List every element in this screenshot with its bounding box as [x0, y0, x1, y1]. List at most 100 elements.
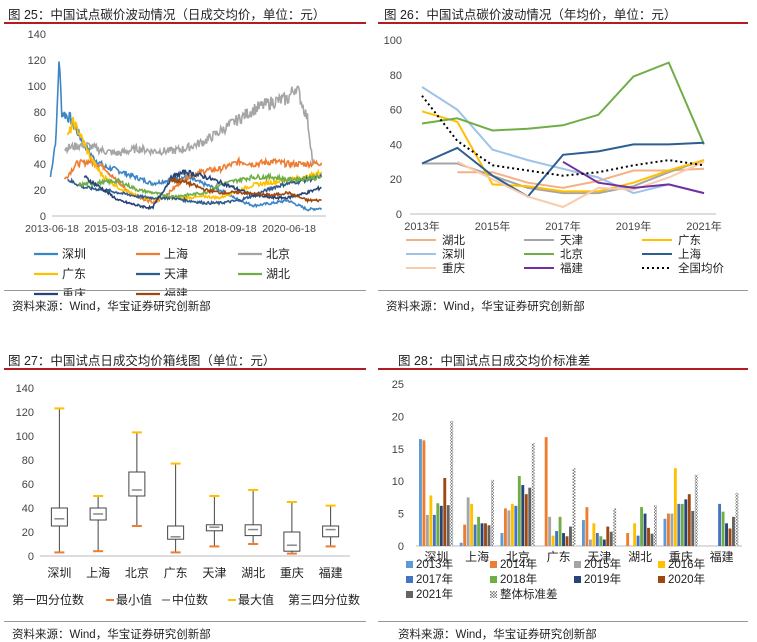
- bar-2020年: [524, 494, 528, 546]
- legend-swatch-2017年: [406, 576, 413, 583]
- legend-swatch-2015年: [574, 561, 581, 568]
- bar-整体标准差: [654, 505, 657, 546]
- title-rule: [378, 368, 748, 370]
- x-tick-label: 广东: [164, 566, 188, 580]
- footer-rule: [378, 621, 748, 622]
- bar-2021年: [650, 533, 654, 546]
- bar-2017年: [432, 514, 436, 546]
- bar-整体标准差: [694, 474, 698, 546]
- chart-25: 0 20 40 60 80 100 120 140 2013-06-18 2015-03-18 20…: [25, 29, 326, 296]
- x-tick-label: 湖北: [628, 549, 652, 564]
- legend-label: 2017年: [416, 572, 453, 586]
- y-tick-label: 40: [390, 139, 402, 151]
- y-tick-label: 25: [392, 379, 404, 391]
- panel-chart-26: 图 26：中国试点碳价波动情况（年均价，单位：元） 0 20 40 60 80 100 20…: [376, 0, 757, 320]
- box-body: [50, 507, 68, 527]
- footer-rule: [378, 290, 748, 291]
- bar-2016年: [510, 503, 514, 546]
- series-line-广东: [421, 110, 705, 193]
- y-tick-label: 100: [28, 81, 46, 93]
- bar-2019年: [562, 533, 565, 546]
- series-line-上海: [63, 155, 323, 205]
- y-tick-label: 5: [398, 509, 404, 521]
- chart-26-source: 资料来源：Wind，华宝证券研究创新部: [386, 301, 585, 313]
- bar-2015年: [466, 497, 470, 546]
- bar-2017年: [514, 505, 518, 546]
- bar-2015年: [548, 516, 552, 546]
- y-tick-label: 20: [392, 411, 404, 423]
- y-tick-label: 100: [384, 35, 402, 47]
- bar-2016年: [673, 468, 677, 546]
- box-body: [128, 471, 146, 497]
- x-tick-label: 深圳: [47, 566, 71, 580]
- x-tick-label: 2016-12-18: [144, 223, 198, 235]
- bar-2015年: [588, 539, 592, 546]
- y-tick-label: 20: [22, 527, 34, 539]
- bar-2019年: [725, 523, 728, 546]
- legend-label: 第三四分位数: [288, 592, 360, 607]
- x-tick-label: 2018-09-18: [203, 223, 257, 235]
- bar-2014年: [544, 437, 548, 546]
- bar-2013年: [663, 518, 667, 546]
- bar-2020年: [687, 494, 691, 546]
- panel-chart-27: 图 27：中国试点日成交均价箱线图（单位：元） 0 20 40 60 80 100 120 1…: [0, 346, 370, 642]
- legend-label: 广东: [678, 234, 701, 247]
- series-line-深圳: [421, 86, 705, 195]
- legend-label: 天津: [560, 234, 583, 247]
- legend-label: 福建: [560, 261, 583, 275]
- bar-2019年: [521, 485, 525, 546]
- y-tick-label: 140: [28, 29, 46, 41]
- bar-2013年: [419, 439, 422, 546]
- bar-2017年: [677, 503, 681, 546]
- bar-2020年: [565, 536, 569, 546]
- y-tick-label: 0: [28, 551, 34, 563]
- chart-28: 0 5 10 15 20 25 深圳 上海 北京 广东 天津 湖北 重庆 福建 2013年 2014年 2015…: [392, 379, 742, 601]
- y-tick-label: 40: [34, 159, 46, 171]
- chart-27-source: 资料来源：Wind，华宝证券研究创新部: [12, 629, 211, 641]
- chart-27: 0 20 40 60 80 100 120 140 深圳 上海 北京 广东 天津 湖北 重庆 福建第一四分位数…: [12, 383, 360, 607]
- x-tick-label: 天津: [202, 566, 226, 580]
- bar-2017年: [636, 535, 640, 546]
- series-line-全国均价: [421, 95, 705, 177]
- bar-2014年: [626, 533, 630, 546]
- bar-整体标准差: [613, 508, 617, 546]
- x-tick-label: 2013年: [404, 219, 439, 233]
- y-tick-label: 60: [34, 133, 46, 145]
- bar-2014年: [503, 508, 507, 546]
- bar-2020年: [443, 477, 447, 546]
- y-tick-label: 20: [34, 185, 46, 197]
- series-line-天津: [67, 173, 323, 206]
- bar-2016年: [429, 495, 433, 546]
- bar-2021年: [528, 487, 532, 546]
- x-tick-label: 2019年: [616, 219, 651, 233]
- bar-2021年: [691, 511, 695, 546]
- legend-label: 2021年: [416, 587, 453, 601]
- bar-2018年: [680, 503, 684, 546]
- legend-label: 第一四分位数: [12, 592, 84, 607]
- bar-2017年: [718, 503, 722, 546]
- bar-2018年: [558, 516, 562, 546]
- chart-28-title: 图 28：中国试点日成交均价标准差: [398, 354, 591, 368]
- legend-label: 北京: [560, 247, 583, 261]
- x-tick-label: 福建: [319, 565, 343, 580]
- bar-2020年: [484, 523, 487, 546]
- legend-label: 重庆: [442, 261, 465, 275]
- x-tick-label: 北京: [125, 566, 149, 580]
- bar-2018年: [721, 511, 725, 546]
- bar-2016年: [470, 503, 474, 546]
- legend-swatch-2013年: [406, 561, 413, 568]
- y-tick-label: 15: [392, 444, 404, 456]
- bar-2020年: [606, 526, 610, 546]
- bar-整体标准差: [531, 442, 535, 546]
- bar-2016年: [592, 523, 596, 546]
- x-tick-label: 天津: [587, 550, 611, 564]
- chart-25-title: 图 25：中国试点碳价波动情况（日成交均价，单位：元）: [8, 8, 326, 22]
- legend-swatch-2019年: [574, 576, 581, 583]
- legend-label: 全国均价: [678, 261, 724, 275]
- bar-2015年: [425, 514, 429, 546]
- box-body: [322, 525, 340, 538]
- chart-25-source: 资料来源：Wind，华宝证券研究创新部: [12, 301, 211, 313]
- y-tick-label: 60: [390, 105, 402, 117]
- legend-label: 湖北: [442, 233, 465, 247]
- y-tick-label: 120: [28, 55, 46, 67]
